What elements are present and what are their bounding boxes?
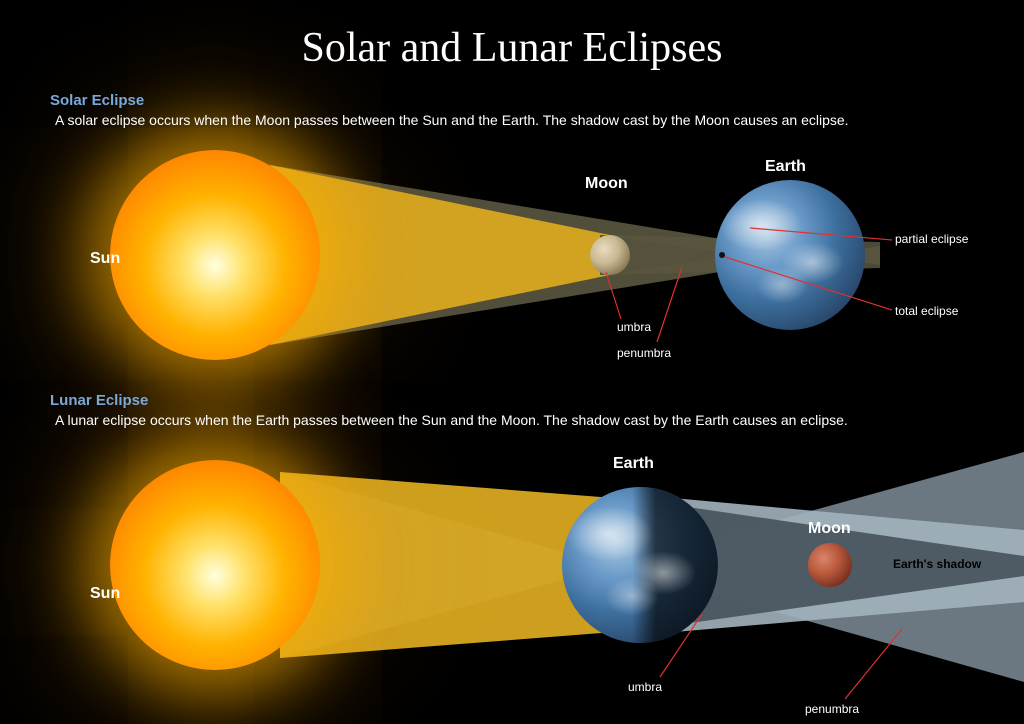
- lunar-description: A lunar eclipse occurs when the Earth pa…: [55, 412, 848, 428]
- solar-umbra-annot: umbra: [617, 320, 651, 334]
- page-title: Solar and Lunar Eclipses: [0, 24, 1024, 72]
- lunar-heading: Lunar Eclipse: [50, 392, 148, 409]
- solar-total-pointer: [722, 256, 892, 310]
- solar-total-dot: [719, 252, 725, 258]
- solar-umbra-pointer: [606, 272, 621, 319]
- lunar-umbra-annot: umbra: [628, 680, 662, 694]
- solar-partial-pointer: [750, 228, 892, 240]
- lunar-shadow-label: Earth's shadow: [893, 557, 981, 571]
- solar-total-annot: total eclipse: [895, 304, 958, 318]
- solar-earth-label: Earth: [765, 158, 806, 176]
- solar-partial-annot: partial eclipse: [895, 232, 968, 246]
- solar-moon-label: Moon: [585, 175, 628, 193]
- lunar-umbra-pointer: [660, 614, 702, 677]
- solar-description: A solar eclipse occurs when the Moon pas…: [55, 112, 849, 128]
- solar-penumbra-annot: penumbra: [617, 346, 671, 360]
- solar-penumbra-pointer: [657, 267, 682, 342]
- solar-heading: Solar Eclipse: [50, 92, 144, 109]
- lunar-penumbra-pointer: [845, 629, 902, 699]
- lunar-sun-label: Sun: [90, 585, 120, 603]
- solar-sun-label: Sun: [90, 250, 120, 268]
- lunar-earth-label: Earth: [613, 455, 654, 473]
- lunar-penumbra-annot: penumbra: [805, 702, 859, 716]
- lunar-moon-label: Moon: [808, 520, 851, 538]
- pointer-lines-layer: [0, 0, 1024, 724]
